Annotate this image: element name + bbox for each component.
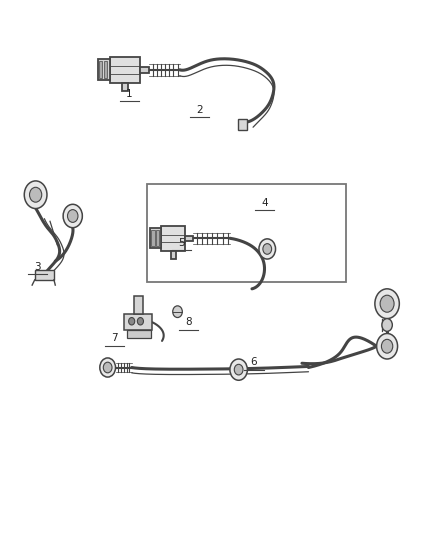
Circle shape — [173, 306, 182, 318]
Bar — [161, 225, 185, 251]
Bar — [104, 61, 107, 78]
Circle shape — [138, 318, 144, 325]
Bar — [170, 251, 176, 259]
Circle shape — [67, 209, 78, 222]
Bar — [134, 296, 143, 314]
Circle shape — [24, 181, 47, 208]
Text: 8: 8 — [185, 317, 192, 327]
Circle shape — [234, 365, 243, 375]
Bar — [127, 330, 151, 338]
Bar — [185, 236, 193, 241]
Circle shape — [381, 340, 393, 353]
Bar — [150, 228, 161, 248]
Circle shape — [375, 289, 399, 319]
Circle shape — [29, 187, 42, 202]
Circle shape — [100, 358, 116, 377]
Bar — [151, 230, 155, 246]
Text: 5: 5 — [179, 238, 185, 247]
Text: 7: 7 — [111, 333, 117, 343]
Circle shape — [382, 319, 392, 332]
Text: 6: 6 — [251, 357, 257, 367]
Bar — [147, 184, 346, 282]
Text: 2: 2 — [196, 104, 203, 115]
Circle shape — [103, 362, 112, 373]
Circle shape — [377, 334, 398, 359]
Text: 1: 1 — [126, 88, 133, 99]
Bar — [99, 61, 102, 78]
Bar — [156, 230, 159, 246]
Circle shape — [263, 244, 272, 254]
Text: 3: 3 — [35, 262, 41, 271]
Circle shape — [63, 204, 82, 228]
Bar — [98, 59, 110, 80]
Bar — [35, 270, 54, 280]
Text: 4: 4 — [261, 198, 268, 208]
Bar — [110, 56, 141, 83]
Bar — [122, 83, 128, 91]
Bar — [238, 119, 247, 131]
Circle shape — [230, 359, 247, 380]
Circle shape — [380, 295, 394, 312]
Circle shape — [259, 239, 276, 259]
Bar — [124, 314, 152, 330]
Bar — [141, 67, 149, 73]
Circle shape — [129, 318, 135, 325]
